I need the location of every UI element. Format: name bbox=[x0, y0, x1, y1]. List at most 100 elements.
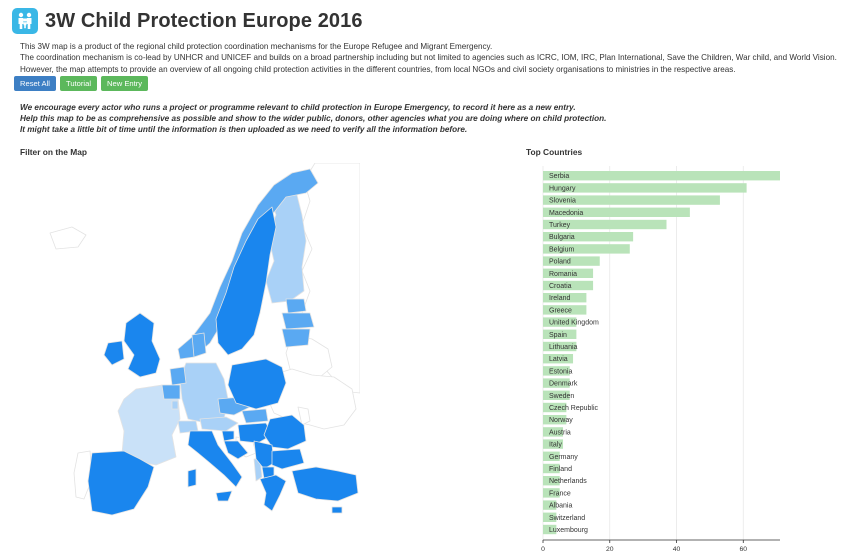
bar-label: Latvia bbox=[549, 356, 568, 363]
bar-germany[interactable] bbox=[543, 451, 560, 461]
bar-switzerland[interactable] bbox=[543, 512, 557, 522]
map-country-moldova[interactable] bbox=[297, 406, 311, 426]
map-country-croatia[interactable] bbox=[223, 440, 249, 460]
bar-denmark[interactable] bbox=[543, 378, 570, 388]
bar-croatia[interactable] bbox=[543, 280, 594, 291]
bar-label: Romania bbox=[549, 271, 577, 278]
map-country-greece[interactable] bbox=[259, 474, 287, 512]
chart-title: Top Countries bbox=[526, 147, 583, 157]
bar-label: Denmark bbox=[549, 381, 578, 388]
bar-italy[interactable] bbox=[543, 439, 564, 449]
map-country-romania[interactable] bbox=[263, 414, 307, 450]
bar-label: Spain bbox=[549, 332, 567, 339]
map-country-sicily[interactable] bbox=[215, 490, 233, 502]
bar-spain[interactable] bbox=[543, 329, 577, 339]
map-country-bulgaria[interactable] bbox=[271, 448, 305, 470]
map-country-spain[interactable] bbox=[87, 450, 155, 516]
bar-label: Lithuania bbox=[549, 344, 578, 351]
bar-label: Switzerland bbox=[549, 515, 585, 522]
bar-united-kingdom[interactable] bbox=[543, 317, 577, 327]
bar-poland[interactable] bbox=[543, 256, 600, 266]
bar-austria[interactable] bbox=[543, 427, 564, 437]
bar-belgium[interactable] bbox=[543, 244, 630, 254]
map-country-cyprus[interactable] bbox=[331, 506, 343, 514]
intro-line: This 3W map is a product of the regional… bbox=[20, 42, 493, 51]
chart-axis: 0 20 40 60 bbox=[541, 539, 780, 551]
bar-latvia[interactable] bbox=[543, 354, 574, 364]
europe-map[interactable] bbox=[20, 163, 360, 548]
bar-label: Croatia bbox=[549, 283, 572, 290]
bar-label: Bulgaria bbox=[549, 234, 575, 241]
encourage-line: We encourage every actor who runs a proj… bbox=[20, 103, 576, 112]
map-country-belgium[interactable] bbox=[161, 384, 181, 400]
map-country-iceland[interactable] bbox=[49, 226, 87, 250]
bar-estonia[interactable] bbox=[543, 366, 570, 376]
map-country-lithuania[interactable] bbox=[281, 328, 311, 348]
map-country-hungary[interactable] bbox=[237, 422, 273, 444]
encourage-line: Help this map to be as comprehensive as … bbox=[20, 114, 607, 124]
x-tick-label: 40 bbox=[673, 546, 681, 551]
chart-bars: Serbia Hungary Slovenia Macedonia Turkey Bulg… bbox=[543, 171, 780, 535]
bar-label: Norway bbox=[549, 417, 573, 424]
bar-hungary[interactable] bbox=[543, 183, 747, 193]
bar-netherlands[interactable] bbox=[543, 476, 560, 486]
map-country-austria[interactable] bbox=[199, 416, 239, 432]
intro-text: This 3W map is a product of the regional… bbox=[20, 41, 850, 75]
bar-ireland[interactable] bbox=[543, 293, 587, 303]
bar-finland[interactable] bbox=[543, 463, 560, 474]
bar-macedonia[interactable] bbox=[543, 207, 690, 217]
bar-label: Greece bbox=[549, 307, 572, 314]
family-icon bbox=[12, 8, 38, 34]
map-country-slovenia[interactable] bbox=[221, 430, 235, 442]
reset-all-button[interactable]: Reset All bbox=[14, 76, 56, 91]
map-country-ukraine[interactable] bbox=[265, 368, 357, 430]
intro-line: The coordination mechanism is co-lead by… bbox=[20, 53, 837, 63]
map-country-turkey[interactable] bbox=[291, 466, 359, 502]
bar-label: Belgium bbox=[549, 246, 574, 253]
bar-label: Netherlands bbox=[549, 478, 587, 485]
map-country-ireland[interactable] bbox=[103, 340, 125, 366]
map-country-uk[interactable] bbox=[123, 312, 161, 378]
bar-label: Hungary bbox=[549, 185, 576, 192]
bar-label: Czech Republic bbox=[549, 405, 599, 412]
encourage-line: It might take a little bit of time until… bbox=[20, 125, 468, 135]
tutorial-button[interactable]: Tutorial bbox=[59, 76, 98, 91]
bar-sweden[interactable] bbox=[543, 390, 570, 400]
bar-serbia[interactable] bbox=[543, 171, 780, 181]
bar-label: Ireland bbox=[549, 295, 571, 302]
map-country-germany[interactable] bbox=[179, 362, 229, 424]
bar-albania[interactable] bbox=[543, 500, 557, 510]
bar-turkey[interactable] bbox=[543, 219, 667, 230]
bar-label: Albania bbox=[549, 503, 572, 510]
bar-czech-republic[interactable] bbox=[543, 402, 567, 413]
bar-norway[interactable] bbox=[543, 415, 567, 425]
map-country-netherlands[interactable] bbox=[169, 366, 187, 386]
bar-label: Austria bbox=[549, 429, 571, 436]
button-group: Reset All Tutorial New Entry bbox=[14, 76, 149, 91]
bar-lithuania[interactable] bbox=[543, 341, 577, 352]
map-country-slovakia[interactable] bbox=[241, 408, 269, 424]
bar-luxembourg[interactable] bbox=[543, 524, 557, 535]
bar-label: Slovenia bbox=[549, 198, 576, 205]
bar-label: Estonia bbox=[549, 368, 572, 375]
bar-romania[interactable] bbox=[543, 268, 594, 278]
bar-label: Luxembourg bbox=[549, 527, 588, 534]
map-country-luxembourg[interactable] bbox=[171, 400, 179, 410]
bar-france[interactable] bbox=[543, 488, 560, 498]
new-entry-button[interactable]: New Entry bbox=[101, 76, 149, 91]
bar-bulgaria[interactable] bbox=[543, 232, 634, 242]
bar-slovenia[interactable] bbox=[543, 195, 720, 205]
map-country-latvia[interactable] bbox=[281, 312, 315, 330]
map-country-sweden[interactable] bbox=[215, 206, 277, 356]
map-country-estonia[interactable] bbox=[285, 298, 307, 314]
map-country-serbia[interactable] bbox=[253, 440, 275, 470]
map-country-italy[interactable] bbox=[187, 430, 243, 488]
map-title: Filter on the Map bbox=[20, 147, 87, 157]
top-countries-chart: Serbia Hungary Slovenia Macedonia Turkey Bulg… bbox=[541, 166, 780, 551]
bar-label: Finland bbox=[549, 466, 572, 473]
map-country-sardinia[interactable] bbox=[187, 468, 197, 488]
map-country-portugal[interactable] bbox=[73, 450, 93, 500]
bar-greece[interactable] bbox=[543, 305, 587, 315]
map-country-denmark[interactable] bbox=[191, 332, 207, 358]
map-country-poland[interactable] bbox=[227, 358, 287, 410]
